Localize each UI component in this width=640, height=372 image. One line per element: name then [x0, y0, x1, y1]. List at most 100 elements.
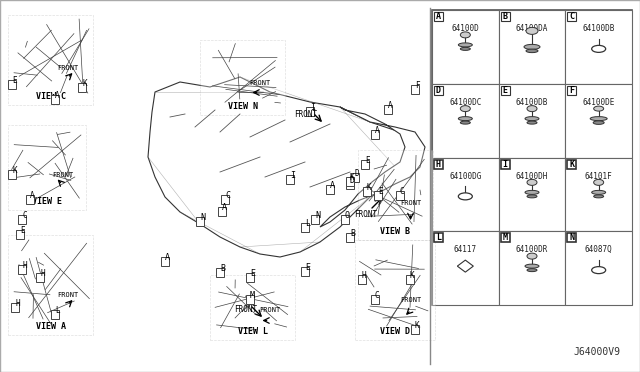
Bar — [499, 10, 565, 84]
Text: B: B — [220, 264, 225, 273]
Text: 64100DC: 64100DC — [449, 98, 481, 107]
Text: 64100DA: 64100DA — [516, 24, 548, 33]
Text: VIEW A: VIEW A — [35, 322, 65, 331]
Text: VIEW L: VIEW L — [237, 327, 268, 336]
Text: 64100DR: 64100DR — [516, 245, 548, 254]
Bar — [411, 85, 419, 94]
Bar — [565, 231, 632, 305]
Text: FRONT: FRONT — [401, 297, 422, 303]
Ellipse shape — [460, 121, 470, 124]
Text: A: A — [388, 101, 392, 110]
Text: I: I — [310, 103, 315, 112]
Bar — [434, 86, 443, 95]
Text: 64100D: 64100D — [451, 24, 479, 33]
Bar — [301, 267, 309, 276]
Ellipse shape — [460, 106, 470, 112]
Bar — [11, 303, 19, 312]
Text: K: K — [12, 166, 17, 175]
Bar — [500, 12, 509, 21]
Text: E: E — [12, 76, 17, 85]
Bar — [18, 265, 26, 274]
Text: 64087Q: 64087Q — [585, 245, 612, 254]
Bar — [434, 160, 443, 169]
Bar — [18, 215, 26, 224]
Text: H: H — [22, 261, 27, 270]
Polygon shape — [148, 77, 410, 257]
Bar — [499, 84, 565, 157]
Text: H: H — [362, 271, 367, 280]
Text: N: N — [315, 211, 320, 220]
Text: L: L — [436, 233, 441, 242]
Text: K: K — [350, 173, 355, 182]
Text: VIEW E: VIEW E — [32, 197, 62, 206]
Text: F: F — [415, 81, 420, 90]
Text: FRONT: FRONT — [259, 308, 280, 314]
Bar — [326, 185, 334, 194]
Bar — [358, 275, 366, 284]
Text: K: K — [410, 271, 415, 280]
Text: N: N — [200, 213, 205, 222]
Text: A: A — [375, 126, 380, 135]
Bar — [355, 240, 435, 340]
Text: J64000V9: J64000V9 — [573, 347, 620, 357]
Bar — [51, 310, 59, 319]
Ellipse shape — [525, 190, 539, 195]
Text: FRONT: FRONT — [57, 65, 78, 71]
Bar — [406, 275, 414, 284]
Text: FRONT: FRONT — [249, 80, 270, 86]
Text: E: E — [20, 226, 24, 235]
Bar — [500, 160, 509, 169]
Text: F: F — [570, 86, 574, 95]
Text: C: C — [400, 187, 404, 196]
Bar — [161, 257, 169, 266]
Text: L: L — [55, 306, 60, 315]
Text: O: O — [345, 211, 350, 220]
Ellipse shape — [527, 179, 537, 185]
Bar — [8, 125, 86, 210]
Bar — [51, 95, 59, 104]
Ellipse shape — [527, 195, 537, 198]
Text: I: I — [290, 171, 295, 180]
Bar — [411, 325, 419, 334]
Text: C: C — [375, 291, 380, 300]
Text: FRONT: FRONT — [234, 305, 257, 314]
Bar — [358, 150, 433, 240]
Bar — [499, 231, 565, 305]
Bar — [301, 223, 309, 232]
Ellipse shape — [527, 269, 537, 272]
Bar — [8, 170, 16, 179]
Text: D: D — [436, 86, 441, 95]
Text: H: H — [436, 160, 441, 169]
Polygon shape — [458, 260, 474, 272]
Bar — [218, 207, 226, 216]
Text: VIEW B: VIEW B — [381, 227, 410, 236]
Text: H: H — [40, 269, 45, 278]
Bar — [567, 86, 577, 95]
Ellipse shape — [527, 106, 537, 112]
Bar — [246, 295, 254, 304]
Text: 64100DB: 64100DB — [582, 24, 615, 33]
Bar — [434, 12, 443, 21]
Bar — [221, 195, 229, 204]
Bar — [216, 268, 224, 277]
Text: A: A — [436, 12, 441, 21]
Text: K: K — [415, 321, 420, 330]
Text: VIEW C: VIEW C — [35, 92, 65, 101]
Bar — [346, 233, 354, 242]
Text: C: C — [22, 211, 27, 220]
Bar — [8, 15, 93, 105]
Text: D: D — [355, 169, 360, 178]
Bar — [396, 191, 404, 200]
Ellipse shape — [591, 45, 605, 52]
Ellipse shape — [460, 32, 470, 38]
Bar — [286, 175, 294, 184]
Text: 64100DB: 64100DB — [516, 98, 548, 107]
Ellipse shape — [526, 49, 538, 52]
Text: K: K — [82, 79, 86, 88]
Ellipse shape — [525, 264, 539, 268]
Ellipse shape — [526, 28, 538, 34]
Ellipse shape — [590, 117, 607, 121]
Text: 64100DG: 64100DG — [449, 171, 481, 180]
Bar — [36, 273, 44, 282]
Text: E: E — [250, 269, 255, 278]
